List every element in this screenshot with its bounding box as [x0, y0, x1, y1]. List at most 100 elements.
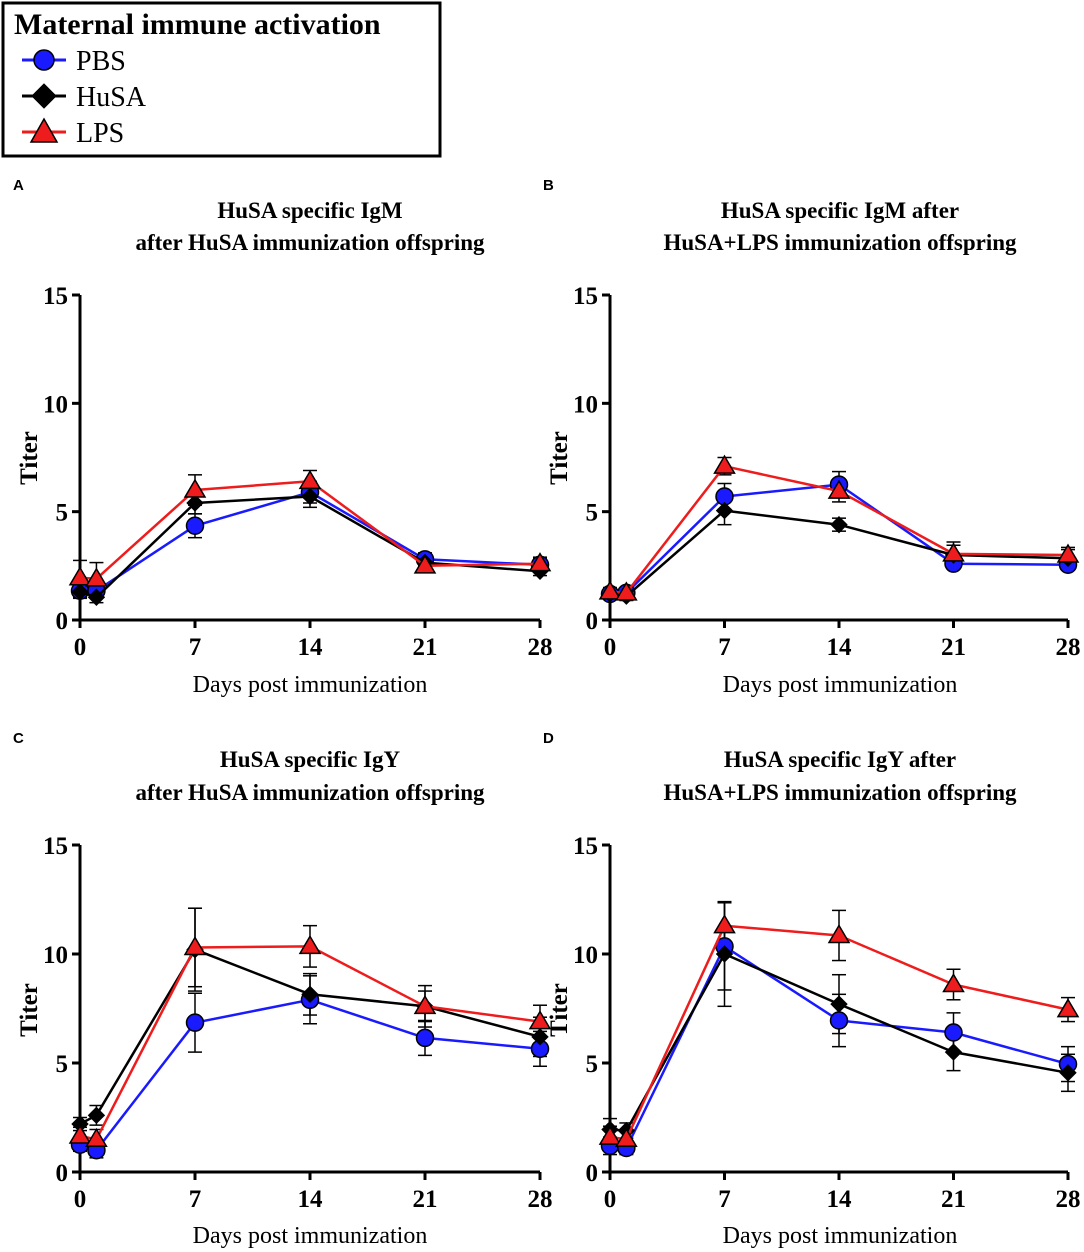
panel-c: C HuSA specific IgY after HuSA immunizat…	[13, 730, 553, 1249]
panel-b-plot: 0 5 10 15 0 7 14 21 28	[573, 283, 1081, 661]
panel-b-point-husa-3	[830, 515, 848, 534]
panel-c-point-lps-4	[413, 994, 437, 1015]
panel-c-point-lps-2	[183, 935, 207, 956]
panel-a-point-pbs-2	[185, 516, 205, 535]
panel-d-plot: 0 5 10 15 0 7 14 21 28	[573, 833, 1081, 1213]
legend-label-husa: HuSA	[76, 82, 147, 113]
panel-a-x-tick-label-14: 14	[298, 634, 324, 661]
panel-b-y-tick-label-10: 10	[573, 391, 598, 418]
panel-a-x-tick-label-7: 7	[189, 634, 202, 661]
panel-c-point-lps-5	[528, 1010, 552, 1030]
panel-d-x-tick-label-7: 7	[718, 1186, 731, 1213]
panel-b-x-tick-label-21: 21	[941, 634, 966, 661]
panel-a-x-tick-label-21: 21	[413, 634, 438, 661]
panel-d-x-tick-label-0: 0	[604, 1186, 617, 1213]
panel-c-point-husa-5	[531, 1028, 549, 1046]
panel-d-point-pbs-4	[944, 1023, 963, 1042]
panel-b-point-lps-0	[598, 580, 622, 600]
panel-c-x-tick-label-21: 21	[413, 1186, 438, 1213]
panel-c-x-tick-label-7: 7	[189, 1186, 202, 1213]
legend-title: Maternal immune activation	[14, 8, 381, 41]
panel-d-point-husa-4	[944, 1043, 963, 1061]
panel-a: A HuSA specific IgM after HuSA immunizat…	[13, 177, 553, 698]
panel-d-y-tick-label-5: 5	[586, 1051, 599, 1078]
panel-a-x-tick-label-0: 0	[74, 634, 87, 661]
panel-a-point-lps-1	[85, 567, 108, 587]
panel-b-x-axis-label: Days post immunization	[723, 672, 958, 698]
panel-a-title-line-1: HuSA specific IgM	[217, 198, 403, 223]
panel-c-x-tick-label-14: 14	[298, 1186, 324, 1213]
panel-c-y-tick-label-15: 15	[43, 833, 68, 860]
panel-a-series-line-husa	[79, 495, 541, 599]
panel-c-point-husa-3	[301, 985, 319, 1004]
panel-c-x-tick-label-28: 28	[528, 1186, 553, 1213]
panel-d-point-husa-3	[830, 995, 848, 1013]
panel-b-title-line-2: HuSA+LPS immunization offspring	[663, 230, 1017, 255]
panel-b-point-lps-1	[615, 581, 638, 601]
panel-c-y-tick-label-0: 0	[56, 1160, 69, 1187]
panel-a-point-lps-0	[68, 566, 92, 586]
panel-a-y-tick-label-10: 10	[43, 391, 68, 418]
legend: Maternal immune activation PBS HuSA LPS	[1, 1, 442, 158]
panel-d-point-husa-2	[715, 945, 734, 963]
panel-c-point-pbs-4	[415, 1028, 435, 1048]
panel-d-point-lps-4	[942, 973, 965, 993]
panel-b-x-tick-label-28: 28	[1056, 634, 1081, 661]
panel-d-point-pbs-3	[829, 1011, 849, 1030]
panel-b-point-lps-5	[1056, 543, 1080, 563]
panel-a-title-line-2: after HuSA immunization offspring	[135, 230, 485, 255]
panel-d-y-tick-label-10: 10	[573, 942, 598, 969]
legend-label-lps: LPS	[76, 118, 124, 149]
panel-d-x-tick-label-28: 28	[1056, 1186, 1081, 1213]
panel-letter-c: C	[13, 730, 24, 747]
panel-c-point-lps-0	[68, 1124, 92, 1144]
panel-c-point-lps-1	[85, 1127, 108, 1148]
panel-c-x-tick-label-0: 0	[74, 1186, 87, 1213]
panel-b-y-tick-label-5: 5	[586, 500, 599, 527]
panel-c-plot: 0 5 10 15 0 7 14 21 28	[43, 833, 553, 1213]
panel-d-point-lps-1	[615, 1127, 638, 1148]
panel-d-point-husa-5	[1059, 1064, 1077, 1082]
panel-d-point-lps-5	[1056, 998, 1080, 1018]
panel-b-point-lps-4	[942, 542, 965, 562]
panel-d-x-tick-label-21: 21	[941, 1186, 966, 1213]
legend-label-pbs: PBS	[76, 46, 126, 77]
panel-b-x-tick-label-14: 14	[827, 634, 853, 661]
legend-marker-husa	[31, 83, 57, 109]
panel-b-y-tick-label-0: 0	[586, 608, 599, 635]
panel-d-x-axis-label: Days post immunization	[723, 1223, 958, 1249]
legend-entry-husa: HuSA	[22, 82, 147, 113]
legend-entry-lps: LPS	[22, 117, 124, 149]
panel-b-y-axis-label: Titer	[546, 431, 573, 485]
panel-d-point-lps-0	[598, 1125, 622, 1145]
panel-a-point-lps-5	[528, 552, 552, 572]
panel-d-y-tick-label-0: 0	[586, 1160, 599, 1187]
panel-d: D HuSA specific IgY after HuSA+LPS immun…	[543, 730, 1081, 1249]
panel-a-y-tick-label-0: 0	[56, 608, 69, 635]
panel-a-point-husa-2	[186, 494, 204, 512]
panel-a-point-lps-3	[298, 469, 322, 490]
legend-marker-lps	[29, 117, 59, 143]
panel-a-plot: 0 5 10 15 0 7 14 21 28	[43, 283, 553, 661]
panel-b-y-tick-label-15: 15	[573, 283, 598, 310]
panel-c-point-husa-1	[87, 1106, 106, 1125]
panel-c-point-pbs-2	[185, 1013, 205, 1032]
panel-b: B HuSA specific IgM after HuSA+LPS immun…	[543, 177, 1081, 698]
panel-a-x-axis-label: Days post immunization	[193, 672, 428, 698]
panel-d-y-axis-label: Titer	[546, 983, 573, 1037]
panel-letter-b: B	[543, 177, 554, 194]
panel-a-y-tick-label-15: 15	[43, 283, 68, 310]
panel-b-title-line-1: HuSA specific IgM after	[721, 198, 959, 223]
panel-c-point-lps-3	[298, 934, 322, 955]
panel-d-title-line-2: HuSA+LPS immunization offspring	[663, 780, 1017, 805]
panel-letter-d: D	[543, 730, 554, 747]
panel-c-title-line-1: HuSA specific IgY	[220, 747, 401, 772]
panel-a-y-axis-label: Titer	[16, 431, 43, 485]
panel-c-x-axis-label: Days post immunization	[193, 1223, 428, 1249]
panel-a-point-husa-0	[71, 583, 89, 601]
panel-b-point-lps-2	[713, 454, 736, 474]
legend-entry-pbs: PBS	[22, 46, 126, 77]
panel-b-x-tick-label-7: 7	[718, 634, 731, 661]
panel-d-point-lps-3	[827, 923, 851, 944]
